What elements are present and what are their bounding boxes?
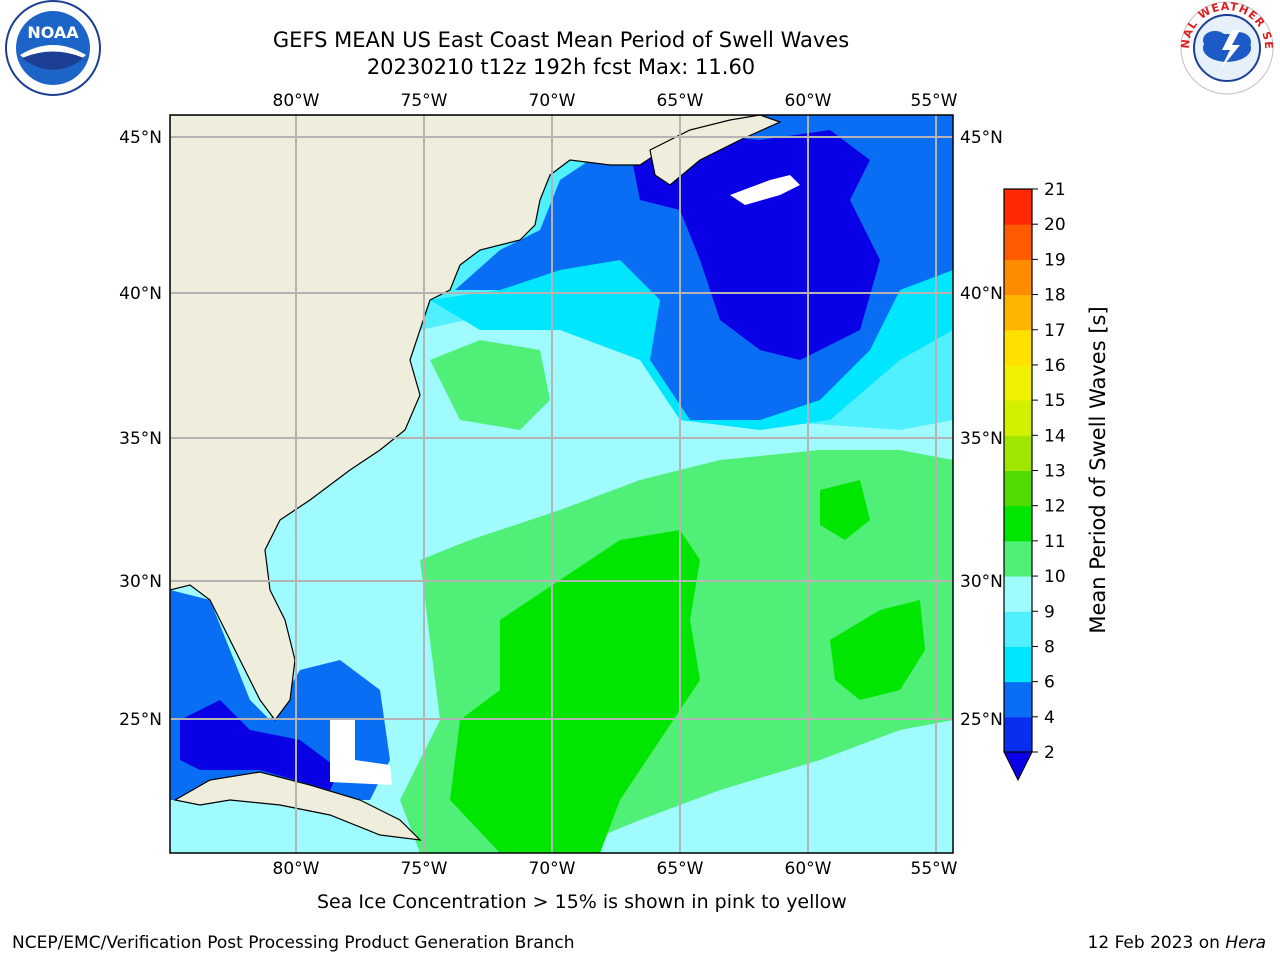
period-10-11-region-mid [820, 480, 870, 540]
colorbar-tick-label: 9 [1044, 602, 1055, 622]
colorbar-segment [1004, 681, 1032, 718]
colorbar-segment [1004, 329, 1032, 366]
colorbar-tick-label: 17 [1044, 321, 1066, 341]
colorbar-under-arrow [1003, 751, 1033, 782]
map-area [170, 115, 953, 853]
colorbar-tick-label: 16 [1044, 356, 1066, 376]
colorbar-segment [1004, 435, 1032, 471]
credit-machine: Hera [1225, 933, 1266, 953]
credit-left: NCEP/EMC/Verification Post Processing Pr… [12, 933, 575, 953]
period-under-2-region-gulf [180, 700, 340, 790]
colorbar-tick-label: 11 [1044, 532, 1066, 552]
colorbar-segment [1004, 716, 1032, 753]
period-under-2-region-north [630, 130, 880, 360]
lat-label-right: 40°N [960, 284, 1003, 304]
colorbar-segment [1004, 364, 1032, 401]
land-bahamas [330, 720, 392, 785]
lat-label-left: 25°N [119, 710, 162, 730]
sea-ice-note: Sea Ice Concentration > 15% is shown in … [317, 891, 847, 913]
colorbar-segment [1004, 470, 1032, 507]
colorbar-label: Mean Period of Swell Waves [s] [1086, 306, 1110, 633]
land-cuba [173, 771, 422, 841]
nws-logo: NATIONAL WEATHER SERVICE [0, 0, 1275, 95]
colorbar-tick-label: 2 [1044, 743, 1055, 763]
map-frame [169, 114, 954, 854]
colorbar-tick-label: 12 [1044, 497, 1066, 517]
lon-label-bottom: 55°W [911, 859, 958, 879]
colorbar-tick-label: 15 [1044, 391, 1066, 411]
lat-label-right: 25°N [960, 710, 1003, 730]
lon-label-bottom: 60°W [785, 859, 832, 879]
colorbar-tick-label: 18 [1044, 286, 1066, 306]
colorbar-tick-label: 8 [1044, 637, 1055, 657]
period-9-10-region-north [430, 340, 550, 430]
lon-label-top: 80°W [273, 91, 320, 111]
colorbar-segment [1004, 259, 1032, 296]
colorbar-segment [1004, 576, 1032, 612]
lat-label-right: 45°N [960, 128, 1003, 148]
colorbar-segment [1004, 646, 1032, 683]
lat-label-left: 30°N [119, 572, 162, 592]
lon-label-top: 60°W [785, 91, 832, 111]
lon-label-top: 65°W [657, 91, 704, 111]
svg-text:NATIONAL WEATHER SERVICE: NATIONAL WEATHER SERVICE [0, 0, 1275, 50]
graticule [170, 115, 953, 853]
chart-title: GEFS MEAN US East Coast Mean Period of S… [272, 28, 850, 52]
colorbar-tick-label: 21 [1044, 180, 1066, 200]
noaa-logo-text: NOAA [27, 23, 79, 42]
lon-label-bottom: 75°W [401, 859, 448, 879]
land-north-america [170, 115, 761, 721]
chart-subtitle: 20230210 t12z 192h fcst Max: 11.60 [366, 55, 756, 79]
colorbar-tick-label: 19 [1044, 250, 1066, 270]
colorbar-tick-label: 13 [1044, 462, 1066, 482]
colorbar-segment [1004, 505, 1032, 542]
lon-label-top: 70°W [529, 91, 576, 111]
colorbar-segment [1004, 611, 1032, 647]
colorbar-segment [1004, 540, 1032, 577]
nws-logo-text: NATIONAL WEATHER SERVICE [0, 0, 1274, 50]
lon-label-bottom: 70°W [529, 859, 576, 879]
colorbar-tick-label: 10 [1044, 567, 1066, 587]
credit-date: 12 Feb 2023 on [1087, 933, 1226, 953]
lon-label-bottom: 65°W [657, 859, 704, 879]
lat-label-left: 35°N [119, 429, 162, 449]
land-sable-ice [730, 175, 800, 205]
lat-label-left: 40°N [119, 284, 162, 304]
lat-label-right: 35°N [960, 429, 1003, 449]
colorbar-segment [1004, 400, 1032, 436]
land-nova-scotia [649, 115, 782, 186]
colorbar-segment [1004, 224, 1032, 260]
period-10-11-region [450, 530, 700, 853]
colorbar-tick-label: 6 [1044, 673, 1055, 693]
lat-label-left: 45°N [119, 128, 162, 148]
colorbar: 2 4 6 8 9 10 11 12 13 14 15 16 17 18 19 20 21 [1003, 180, 1066, 782]
colorbar-segment [1004, 294, 1032, 331]
credit-right: 12 Feb 2023 on Hera [1088, 933, 1266, 953]
noaa-logo: NOAA [5, 0, 101, 96]
period-10-11-region-east [830, 600, 925, 700]
lon-label-top: 75°W [401, 91, 448, 111]
lat-label-right: 30°N [960, 572, 1003, 592]
colorbar-tick-label: 4 [1044, 708, 1055, 728]
lon-label-top: 55°W [911, 91, 958, 111]
colorbar-tick-label: 20 [1044, 215, 1066, 235]
lon-label-bottom: 80°W [273, 859, 320, 879]
colorbar-tick-label: 14 [1044, 426, 1066, 446]
colorbar-segment [1004, 189, 1032, 225]
